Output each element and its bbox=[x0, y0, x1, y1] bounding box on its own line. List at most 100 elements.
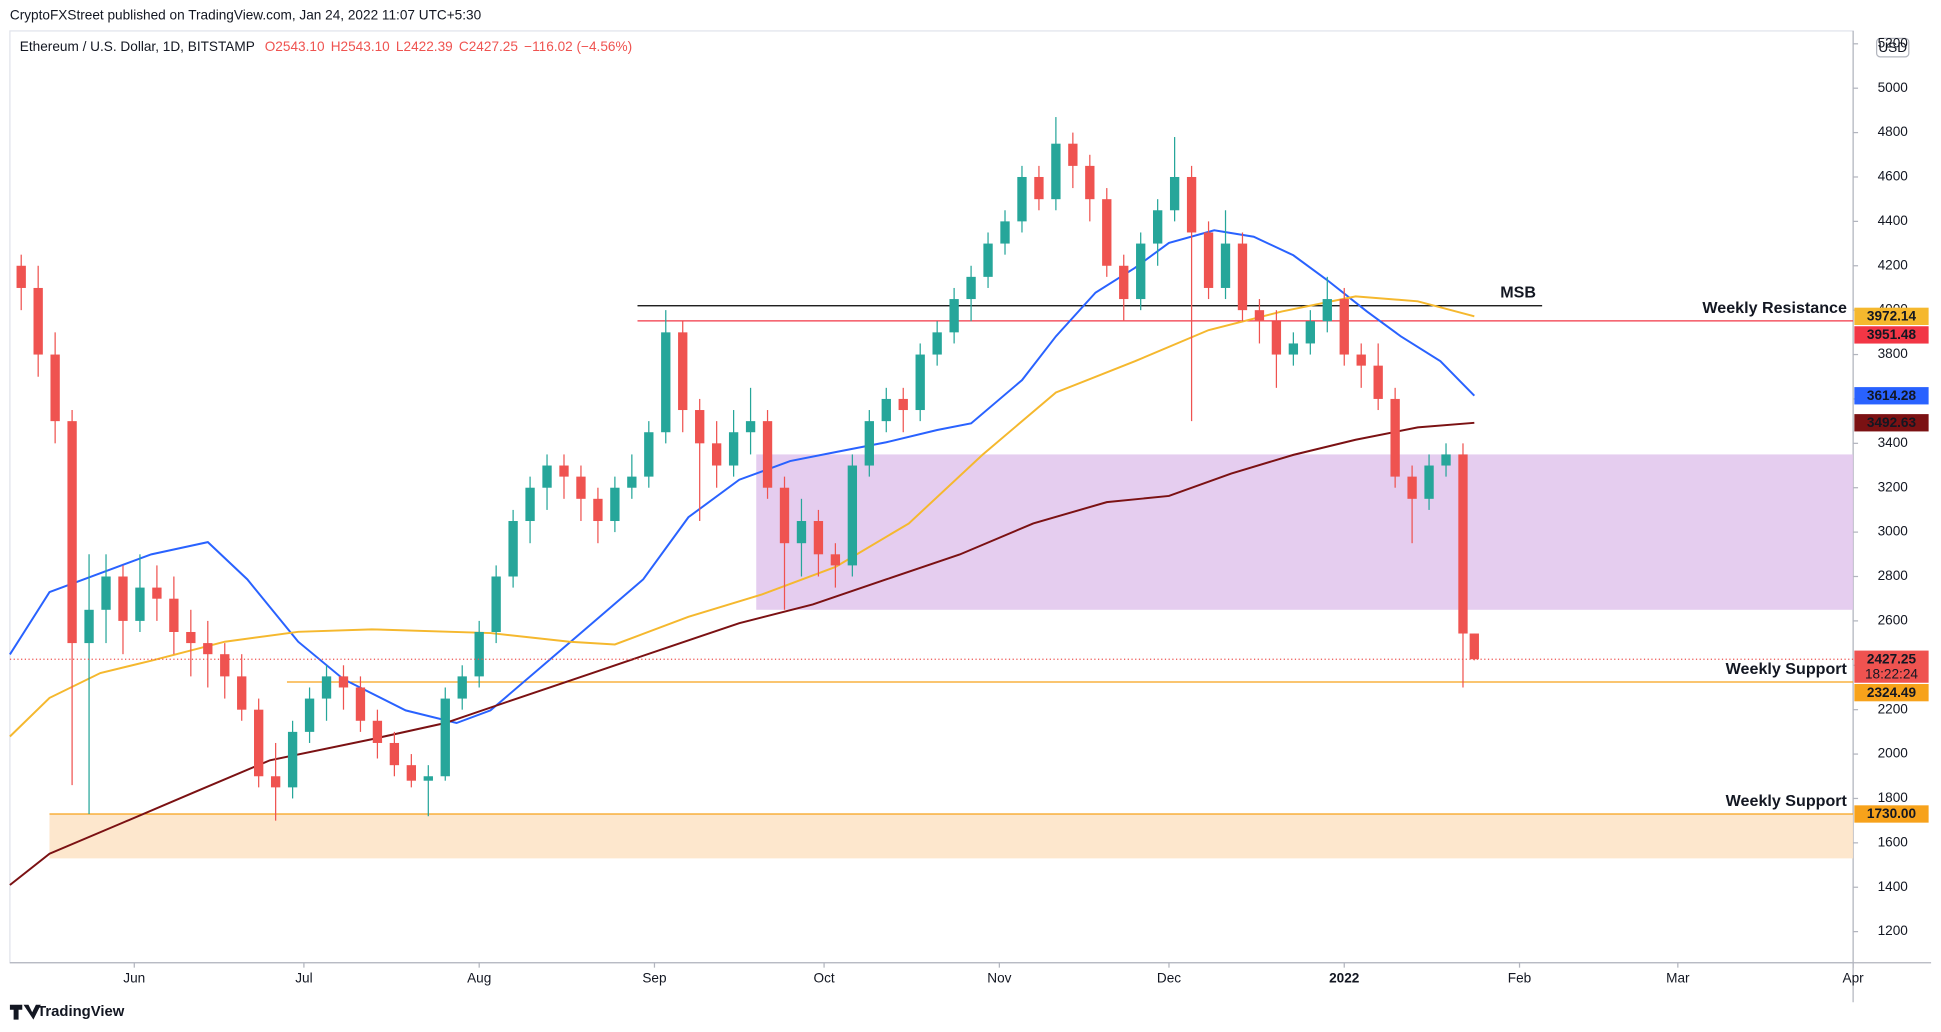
candle-body bbox=[1271, 321, 1282, 355]
price-badge-label: 3951.48 bbox=[1867, 327, 1917, 342]
candle-body bbox=[457, 676, 467, 699]
candle-body bbox=[525, 487, 535, 522]
zone bbox=[49, 813, 1854, 859]
candle-body bbox=[1186, 176, 1197, 233]
footer-logo[interactable]: TradingView bbox=[37, 1004, 125, 1020]
y-tick-label: 4400 bbox=[1878, 213, 1909, 228]
candle-body bbox=[779, 487, 790, 544]
x-tick-label: Apr bbox=[1843, 970, 1865, 985]
candle-body bbox=[33, 287, 43, 355]
y-tick-label: 3000 bbox=[1878, 524, 1909, 539]
candle-body bbox=[1000, 221, 1010, 244]
candle-body bbox=[1017, 176, 1027, 222]
candle-body bbox=[1220, 243, 1231, 288]
level-label: MSB bbox=[1500, 284, 1536, 302]
candle-body bbox=[813, 521, 824, 555]
ohlc-value: −116.02 (−4.56%) bbox=[524, 39, 632, 54]
candle-body bbox=[84, 609, 94, 644]
candle-body bbox=[661, 332, 671, 433]
candle-body bbox=[1288, 343, 1299, 355]
x-tick-label: 2022 bbox=[1329, 970, 1360, 985]
level-label: Weekly Support bbox=[1726, 660, 1848, 678]
candle-body bbox=[1169, 176, 1180, 211]
candle-body bbox=[610, 487, 620, 522]
candle-body bbox=[152, 587, 162, 599]
candle-body bbox=[101, 576, 111, 610]
candle-body bbox=[1034, 176, 1044, 200]
y-tick-label: 2800 bbox=[1878, 568, 1909, 583]
moving-average bbox=[9, 295, 1475, 738]
candle-body bbox=[1305, 321, 1315, 344]
price-badge bbox=[1854, 387, 1929, 405]
candle-body bbox=[169, 598, 179, 632]
candle-body bbox=[220, 654, 230, 677]
currency[interactable]: USD bbox=[1878, 40, 1907, 55]
candle-body bbox=[423, 776, 433, 781]
y-tick-label: 2200 bbox=[1878, 701, 1909, 716]
candle-body bbox=[304, 698, 315, 732]
candle-body bbox=[270, 776, 281, 788]
candle-body bbox=[491, 576, 501, 632]
candle-body bbox=[1441, 454, 1451, 466]
y-tick-label: 4600 bbox=[1878, 169, 1909, 184]
candle-body bbox=[1322, 299, 1332, 322]
price-badge bbox=[1854, 414, 1929, 432]
candle-body bbox=[1119, 265, 1129, 300]
candle-body bbox=[338, 676, 349, 688]
candle-body bbox=[1339, 299, 1349, 355]
y-tick-label: 3400 bbox=[1878, 435, 1909, 450]
x-tick-label: Mar bbox=[1666, 970, 1690, 985]
zone bbox=[756, 454, 1854, 610]
candle-body bbox=[372, 720, 383, 743]
candle-body bbox=[321, 676, 332, 699]
price-badge bbox=[1854, 650, 1929, 683]
candle-body bbox=[186, 631, 196, 644]
candle-body bbox=[1390, 398, 1400, 477]
candle-body bbox=[695, 410, 705, 444]
x-tick-label: Feb bbox=[1508, 970, 1531, 985]
candle-body bbox=[1068, 143, 1078, 166]
candle-body bbox=[983, 243, 993, 277]
candle-body bbox=[237, 676, 247, 710]
x-tick-label: Aug bbox=[467, 970, 491, 985]
candle-body bbox=[118, 576, 128, 621]
x-tick-label: Sep bbox=[642, 970, 666, 985]
candle-body bbox=[1424, 465, 1434, 499]
level-label: Weekly Resistance bbox=[1702, 299, 1847, 317]
candle-body bbox=[1356, 354, 1366, 366]
candle-body bbox=[1237, 243, 1248, 311]
candle-body bbox=[796, 521, 807, 544]
x-tick-label: Jun bbox=[123, 970, 145, 985]
candle-body bbox=[508, 521, 518, 577]
candle-body bbox=[1085, 165, 1095, 200]
candle-body bbox=[1373, 365, 1383, 399]
candle-body bbox=[576, 476, 586, 499]
candle-body bbox=[830, 554, 841, 566]
candle-body bbox=[1153, 210, 1163, 244]
candle-body bbox=[966, 276, 976, 300]
candle-body bbox=[644, 432, 654, 477]
candle-body bbox=[50, 354, 60, 422]
currency-badge[interactable] bbox=[1876, 37, 1910, 58]
candle-body bbox=[1254, 310, 1265, 322]
plot bbox=[9, 117, 1854, 886]
candle-body bbox=[1102, 199, 1112, 266]
candle-body bbox=[559, 465, 569, 477]
moving-average bbox=[9, 229, 1476, 725]
y-tick-label: 5000 bbox=[1878, 80, 1909, 95]
price-badge bbox=[1854, 326, 1929, 344]
price-badge-label: 1730.00 bbox=[1867, 806, 1917, 821]
level-label: Weekly Support bbox=[1726, 792, 1848, 810]
candle-body bbox=[915, 354, 925, 411]
y-tick-label: 1200 bbox=[1878, 923, 1909, 938]
price-badge-label: 3972.14 bbox=[1867, 309, 1917, 324]
ohlc-value: C2427.25 bbox=[459, 39, 518, 54]
candle-body bbox=[16, 265, 26, 288]
y-tick-label: 4200 bbox=[1878, 257, 1909, 272]
candle-body bbox=[898, 398, 908, 411]
candle-body bbox=[287, 731, 298, 788]
candle-body bbox=[711, 443, 722, 466]
candle-body bbox=[389, 742, 400, 766]
candle-body bbox=[254, 709, 264, 777]
ohlc-value: H2543.10 bbox=[331, 39, 390, 54]
